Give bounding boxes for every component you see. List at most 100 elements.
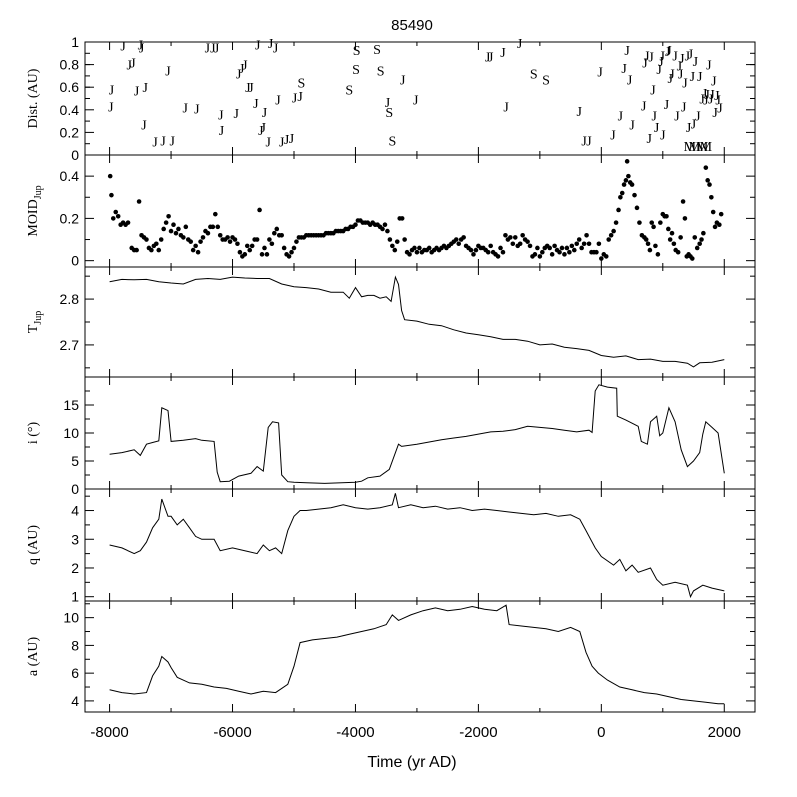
data-point xyxy=(626,173,631,179)
marker-J: J xyxy=(273,42,279,57)
y-tick-label: 2.8 xyxy=(60,291,80,307)
data-point xyxy=(237,249,243,255)
marker-J: J xyxy=(665,45,671,60)
marker-J: J xyxy=(714,89,720,104)
data-point xyxy=(510,241,516,247)
marker-J: J xyxy=(660,129,666,144)
marker-J: J xyxy=(400,73,406,88)
data-point xyxy=(549,252,555,257)
marker-J: J xyxy=(627,73,633,88)
x-tick-label: -6000 xyxy=(213,724,251,741)
marker-J: J xyxy=(702,87,708,102)
data-point xyxy=(468,247,474,253)
data-point xyxy=(618,194,623,200)
marker-J: J xyxy=(658,55,664,70)
data-point xyxy=(113,209,119,215)
data-point xyxy=(392,247,398,253)
data-point xyxy=(195,249,201,255)
data-point xyxy=(262,245,267,251)
y-tick-label: 4 xyxy=(71,693,79,709)
y-axis-label-sub: Jup xyxy=(33,185,44,199)
marker-J: J xyxy=(109,83,115,98)
marker-J: J xyxy=(210,42,216,57)
data-point xyxy=(667,237,673,242)
data-point xyxy=(210,224,216,230)
marker-J: J xyxy=(279,135,285,150)
y-tick-label: 3 xyxy=(71,531,79,547)
data-point xyxy=(629,182,635,187)
data-point xyxy=(380,226,385,232)
marker-J: J xyxy=(677,60,683,75)
y-axis-label-main: MOID xyxy=(26,199,41,236)
marker-J: J xyxy=(641,99,647,114)
y-tick-label: 10 xyxy=(63,610,79,626)
marker-J: J xyxy=(651,109,657,124)
marker-J: J xyxy=(385,96,391,111)
marker-J: J xyxy=(681,100,687,115)
data-point xyxy=(579,245,584,251)
data-point xyxy=(390,243,395,249)
data-point xyxy=(576,237,582,242)
data-point xyxy=(488,243,493,249)
data-point xyxy=(571,247,577,253)
data-point xyxy=(190,247,196,253)
marker-J: J xyxy=(667,72,673,87)
data-point xyxy=(586,241,592,247)
data-point xyxy=(473,247,479,253)
data-point xyxy=(710,209,716,215)
marker-J: J xyxy=(597,65,603,80)
data-point xyxy=(168,228,174,234)
data-point xyxy=(611,228,616,234)
marker-S: S xyxy=(542,73,550,88)
series-line xyxy=(109,384,725,484)
data-point xyxy=(697,241,702,247)
data-point xyxy=(564,245,570,251)
marker-J: J xyxy=(517,37,523,52)
marker-J: J xyxy=(618,109,624,124)
x-tick-label: -4000 xyxy=(336,724,374,741)
data-point xyxy=(274,226,280,232)
marker-J: J xyxy=(488,51,494,66)
data-point xyxy=(244,243,250,249)
data-point xyxy=(232,237,238,242)
marker-J: J xyxy=(581,134,587,149)
marker-J: J xyxy=(236,68,242,83)
marker-J: J xyxy=(656,63,662,78)
marker-M: M xyxy=(696,140,709,155)
data-point xyxy=(671,241,677,247)
marker-J: J xyxy=(248,81,254,96)
y-tick-label: 0.2 xyxy=(60,210,80,226)
data-point xyxy=(594,249,599,255)
panel-tjup: 2.7 2.8 TJup xyxy=(26,266,756,378)
data-point xyxy=(125,220,131,225)
y-tick-label: 0.8 xyxy=(60,57,80,73)
data-point xyxy=(387,237,393,242)
y-tick-label: 2 xyxy=(71,560,79,576)
marker-J: J xyxy=(586,134,592,149)
y-axis-label-main: T xyxy=(26,324,41,333)
marker-M: M xyxy=(684,140,697,155)
data-point xyxy=(412,245,417,251)
data-point xyxy=(584,233,589,238)
marker-J: J xyxy=(688,47,694,62)
data-point xyxy=(173,230,179,236)
data-point xyxy=(694,245,700,251)
marker-J: J xyxy=(500,46,506,61)
panel-incl: 0 5 10 15 i (°) xyxy=(26,376,756,497)
data-point xyxy=(107,173,113,179)
y-axis-label: Dist. (AU) xyxy=(26,68,41,128)
marker-J: J xyxy=(503,100,509,115)
marker-J: J xyxy=(691,117,697,132)
data-point xyxy=(574,241,580,247)
data-point xyxy=(525,239,530,244)
data-point xyxy=(608,233,614,238)
data-point xyxy=(624,159,630,164)
y-axis-label: q (AU) xyxy=(26,525,41,565)
data-point xyxy=(163,220,169,225)
y-axis-label-sub: Jup xyxy=(33,311,44,325)
data-point xyxy=(603,254,609,259)
data-point xyxy=(692,235,698,240)
marker-J: J xyxy=(170,134,176,149)
